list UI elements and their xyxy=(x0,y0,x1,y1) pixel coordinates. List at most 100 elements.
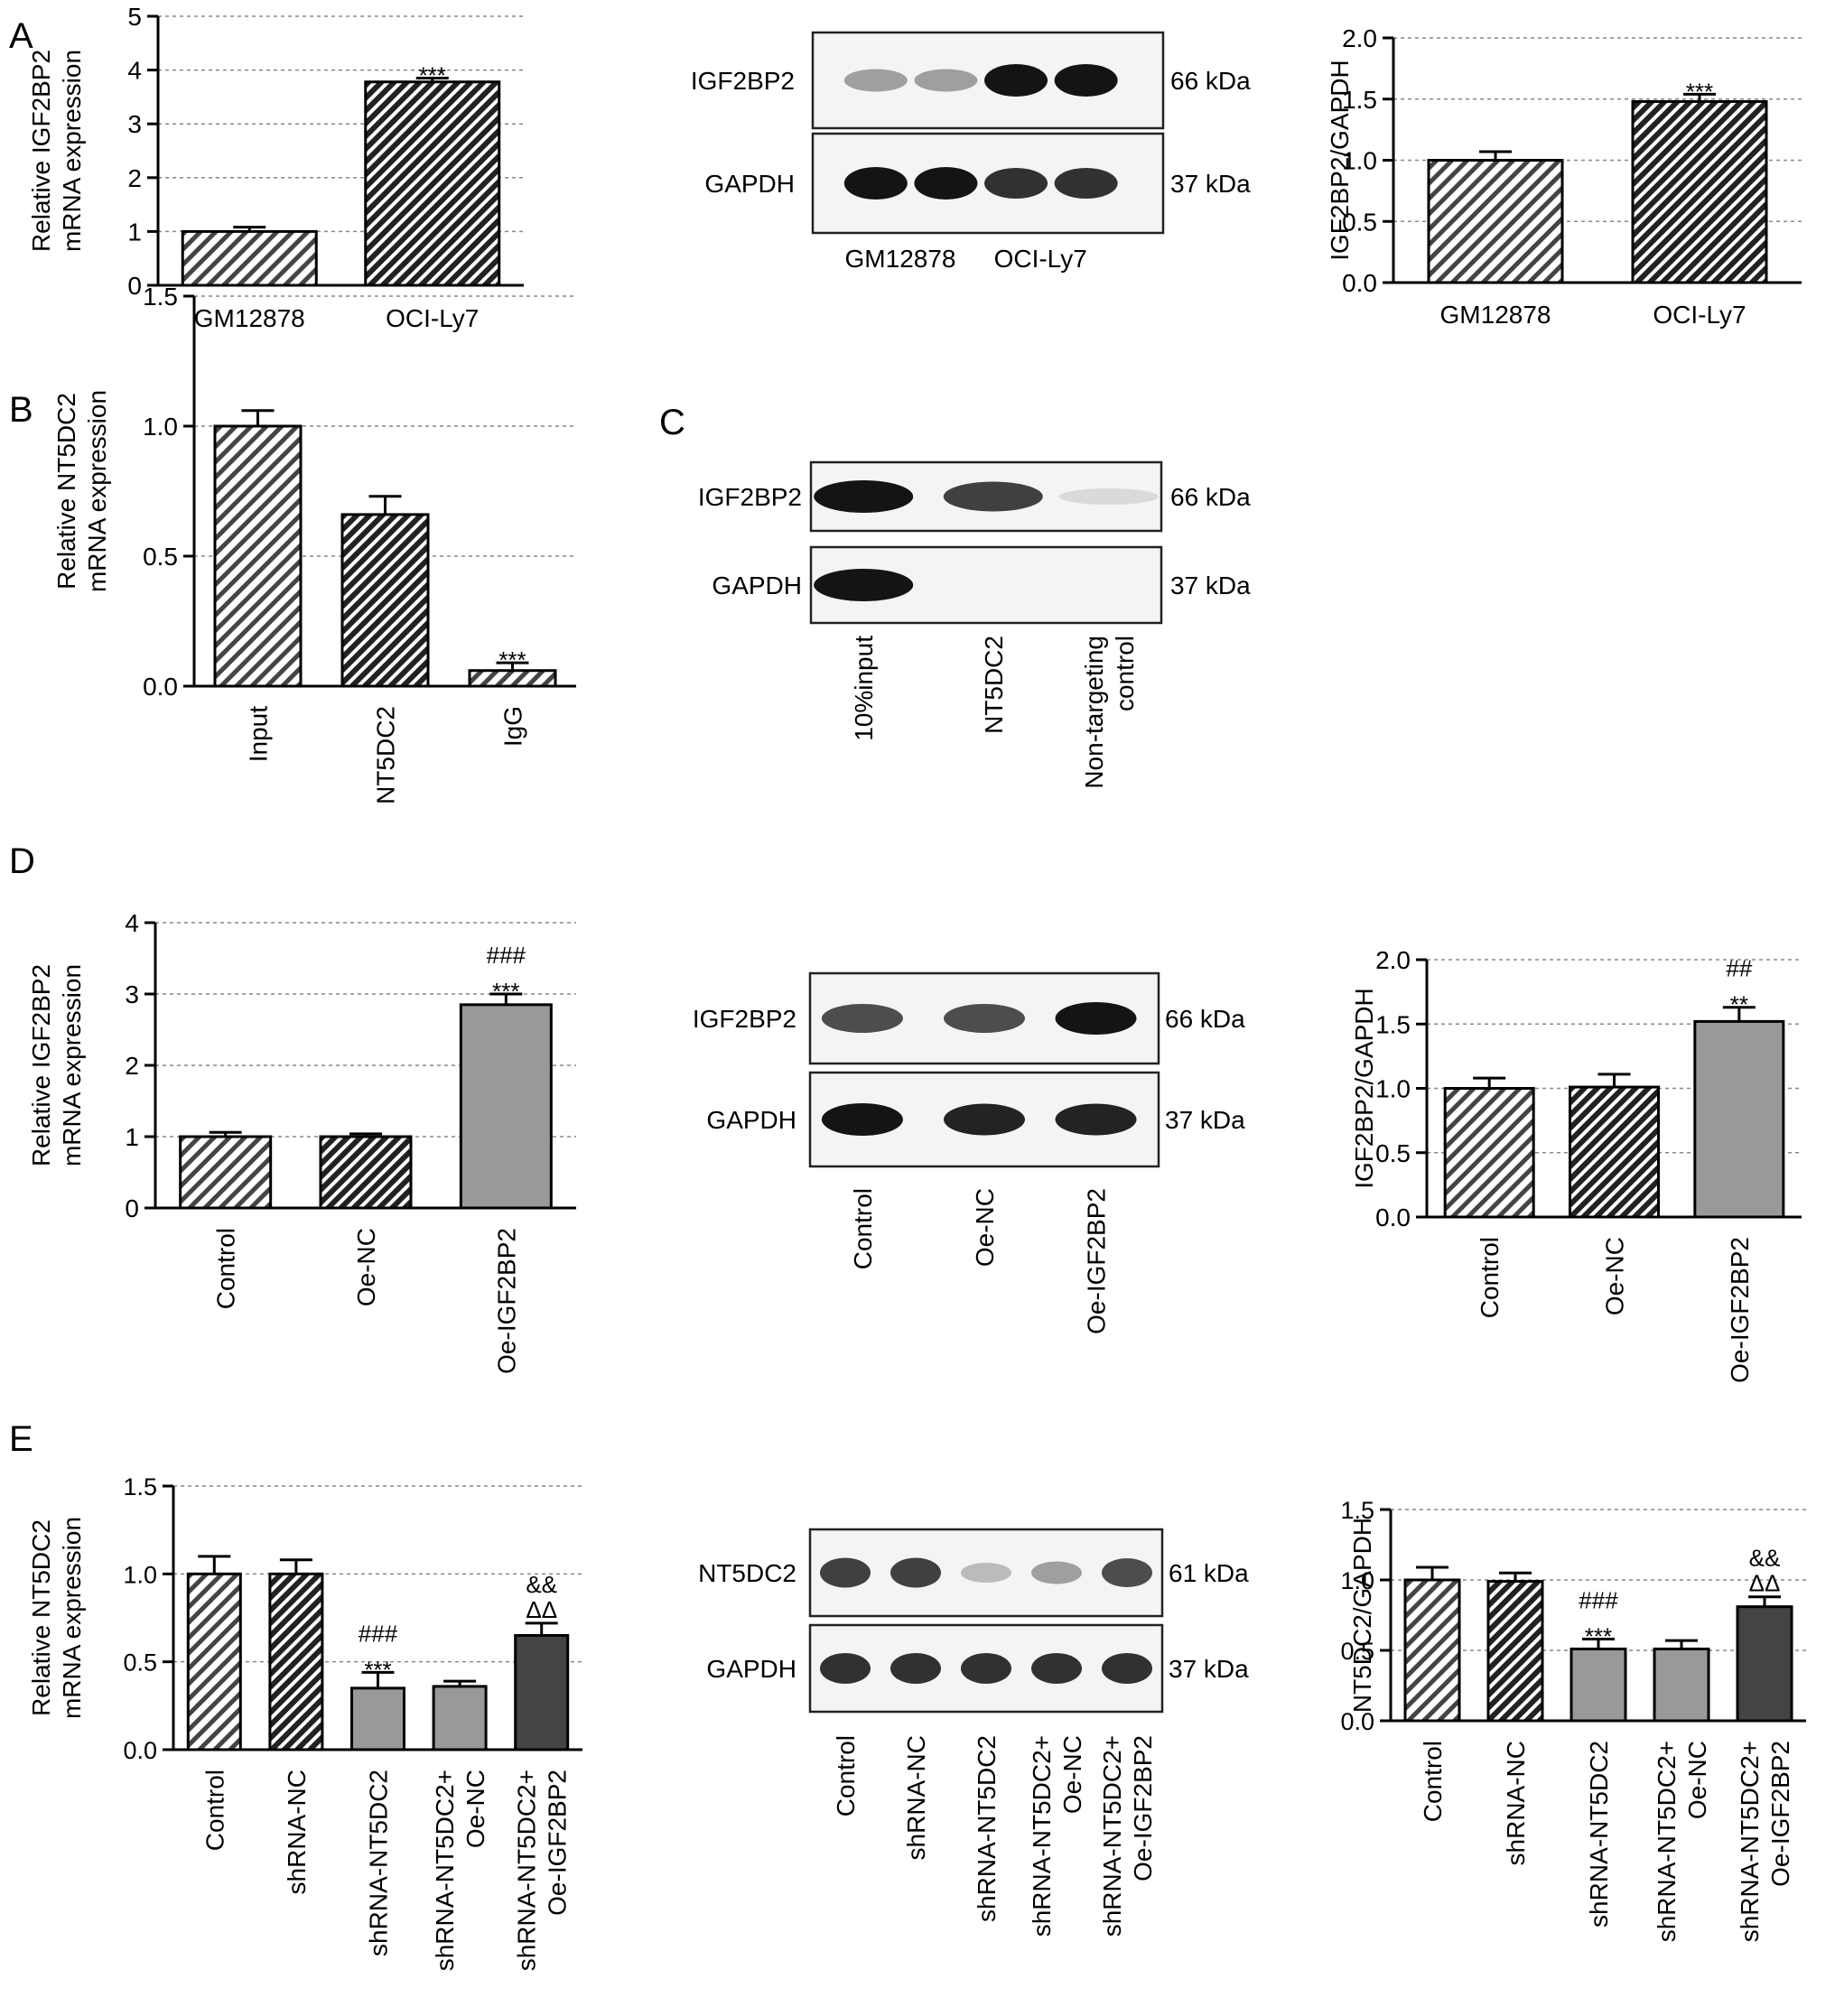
category-label: Control xyxy=(1476,1237,1504,1318)
blot-size-label: 37 kDa xyxy=(1170,571,1251,599)
significance-mark: *** xyxy=(1585,1623,1612,1650)
y-tick-label: 1.5 xyxy=(1342,86,1377,114)
bar xyxy=(1570,1647,1627,1723)
lane-label: Control xyxy=(832,1735,860,1816)
y-axis-label: Relative IGF2BP2 xyxy=(27,50,55,252)
significance-mark: *** xyxy=(419,62,446,89)
bar xyxy=(1403,1578,1461,1723)
category-label: GM12878 xyxy=(1440,301,1551,329)
lane-label: Oe-NC xyxy=(1058,1735,1086,1814)
y-tick-label: 0.0 xyxy=(123,1737,157,1764)
blot-protein-label: GAPDH xyxy=(706,1106,796,1134)
protein-band xyxy=(1031,1653,1082,1684)
y-tick-label: 0.5 xyxy=(143,543,178,571)
category-label: shRNA-NC xyxy=(1502,1741,1530,1865)
y-tick-label: 5 xyxy=(127,3,142,31)
protein-band xyxy=(1054,168,1118,199)
y-tick-label: 3 xyxy=(125,980,139,1008)
blot-size-label: 37 kDa xyxy=(1169,1655,1249,1683)
y-tick-label: 0.5 xyxy=(1340,1638,1374,1665)
y-tick-label: 1.0 xyxy=(1375,1075,1411,1103)
category-label: Oe-NC xyxy=(1683,1741,1711,1819)
protein-band xyxy=(821,1103,903,1136)
category-label: Oe-NC xyxy=(352,1228,380,1306)
y-tick-label: 0 xyxy=(125,1194,139,1222)
category-label: shRNA-NT5DC2+ xyxy=(431,1770,459,1971)
blot-protein-label: IGF2BP2 xyxy=(698,483,802,511)
significance-mark: ### xyxy=(1579,1587,1618,1614)
category-label: OCI-Ly7 xyxy=(386,304,479,332)
bar xyxy=(181,229,318,287)
blot-size-label: 37 kDa xyxy=(1165,1106,1245,1134)
y-tick-label: 1.0 xyxy=(1342,147,1377,175)
protein-band xyxy=(1102,1558,1152,1587)
bar xyxy=(432,1685,488,1751)
blot-protein-label: GAPDH xyxy=(712,571,802,599)
chart-a-0: 0 1 2 3 4 5 Relative IGF2BP2 mRNA expression GM1… xyxy=(27,3,524,332)
y-axis-label: mRNA expression xyxy=(58,964,86,1166)
y-tick-label: 4 xyxy=(125,909,139,937)
category-label: Oe-NC xyxy=(1601,1237,1629,1315)
significance-mark: ** xyxy=(1730,991,1748,1018)
bar xyxy=(186,1572,242,1751)
bar xyxy=(268,1572,324,1751)
bar xyxy=(1631,99,1768,284)
significance-mark: && xyxy=(1749,1545,1781,1572)
y-tick-label: 0.5 xyxy=(1375,1139,1411,1167)
blot-protein-label: GAPDH xyxy=(706,1655,796,1683)
lane-label: Non-targeting xyxy=(1080,636,1108,789)
bar xyxy=(459,1003,553,1210)
y-tick-label: 2.0 xyxy=(1342,24,1377,52)
y-tick-label: 4 xyxy=(127,57,142,85)
bar xyxy=(364,80,501,287)
protein-band xyxy=(814,480,914,513)
category-label: shRNA-NT5DC2 xyxy=(1585,1741,1613,1928)
bar xyxy=(1653,1647,1710,1723)
y-axis-label: mRNA expression xyxy=(58,50,86,252)
lane-label: Oe-IGF2BP2 xyxy=(1129,1735,1157,1881)
category-label: NT5DC2 xyxy=(372,706,400,804)
y-tick-label: 1 xyxy=(127,218,142,246)
chart-b-2: 0.0 0.5 1.0 1.5 Relative NT5DC2 mRNA expressi… xyxy=(52,283,576,804)
category-label: shRNA-NT5DC2+ xyxy=(513,1770,541,1971)
y-tick-label: 0.0 xyxy=(1375,1203,1411,1231)
panel-label-c: C xyxy=(659,403,685,442)
y-axis-label: IGF2BP2/GAPDH xyxy=(1326,60,1354,261)
protein-band xyxy=(820,1653,871,1684)
protein-band xyxy=(914,167,978,200)
blot-protein-label: IGF2BP2 xyxy=(693,1005,796,1033)
category-label: IgG xyxy=(499,706,527,747)
category-label: Control xyxy=(212,1228,240,1309)
category-label: shRNA-NT5DC2+ xyxy=(1736,1741,1764,1942)
category-label: shRNA-NC xyxy=(283,1770,311,1894)
y-tick-label: 2 xyxy=(127,164,142,192)
category-label: Oe-IGF2BP2 xyxy=(492,1228,520,1374)
y-axis-label: Relative IGF2BP2 xyxy=(27,964,55,1166)
blot-size-label: 66 kDa xyxy=(1170,483,1251,511)
protein-band xyxy=(1058,488,1159,505)
significance-mark: *** xyxy=(492,978,519,1005)
significance-mark: ΔΔ xyxy=(1749,1570,1781,1597)
protein-band xyxy=(1054,64,1118,97)
bar xyxy=(1569,1085,1660,1219)
protein-band xyxy=(821,1004,903,1033)
protein-band xyxy=(944,1004,1025,1033)
y-tick-label: 3 xyxy=(127,110,142,138)
y-tick-label: 2.0 xyxy=(1375,946,1411,974)
y-axis-label: Relative NT5DC2 xyxy=(52,393,80,590)
lane-label: NT5DC2 xyxy=(980,636,1008,734)
blot-size-label: 61 kDa xyxy=(1169,1559,1249,1587)
y-tick-label: 1.0 xyxy=(123,1561,157,1588)
bar xyxy=(1443,1087,1535,1219)
protein-band xyxy=(820,1557,871,1588)
panel-label-a: A xyxy=(9,16,33,56)
lane-label: Control xyxy=(849,1188,877,1269)
category-label: Oe-IGF2BP2 xyxy=(1766,1741,1794,1887)
protein-band xyxy=(843,69,908,92)
significance-mark: *** xyxy=(1686,78,1713,105)
protein-band xyxy=(1102,1653,1152,1684)
y-tick-label: 0.0 xyxy=(1340,1708,1374,1735)
